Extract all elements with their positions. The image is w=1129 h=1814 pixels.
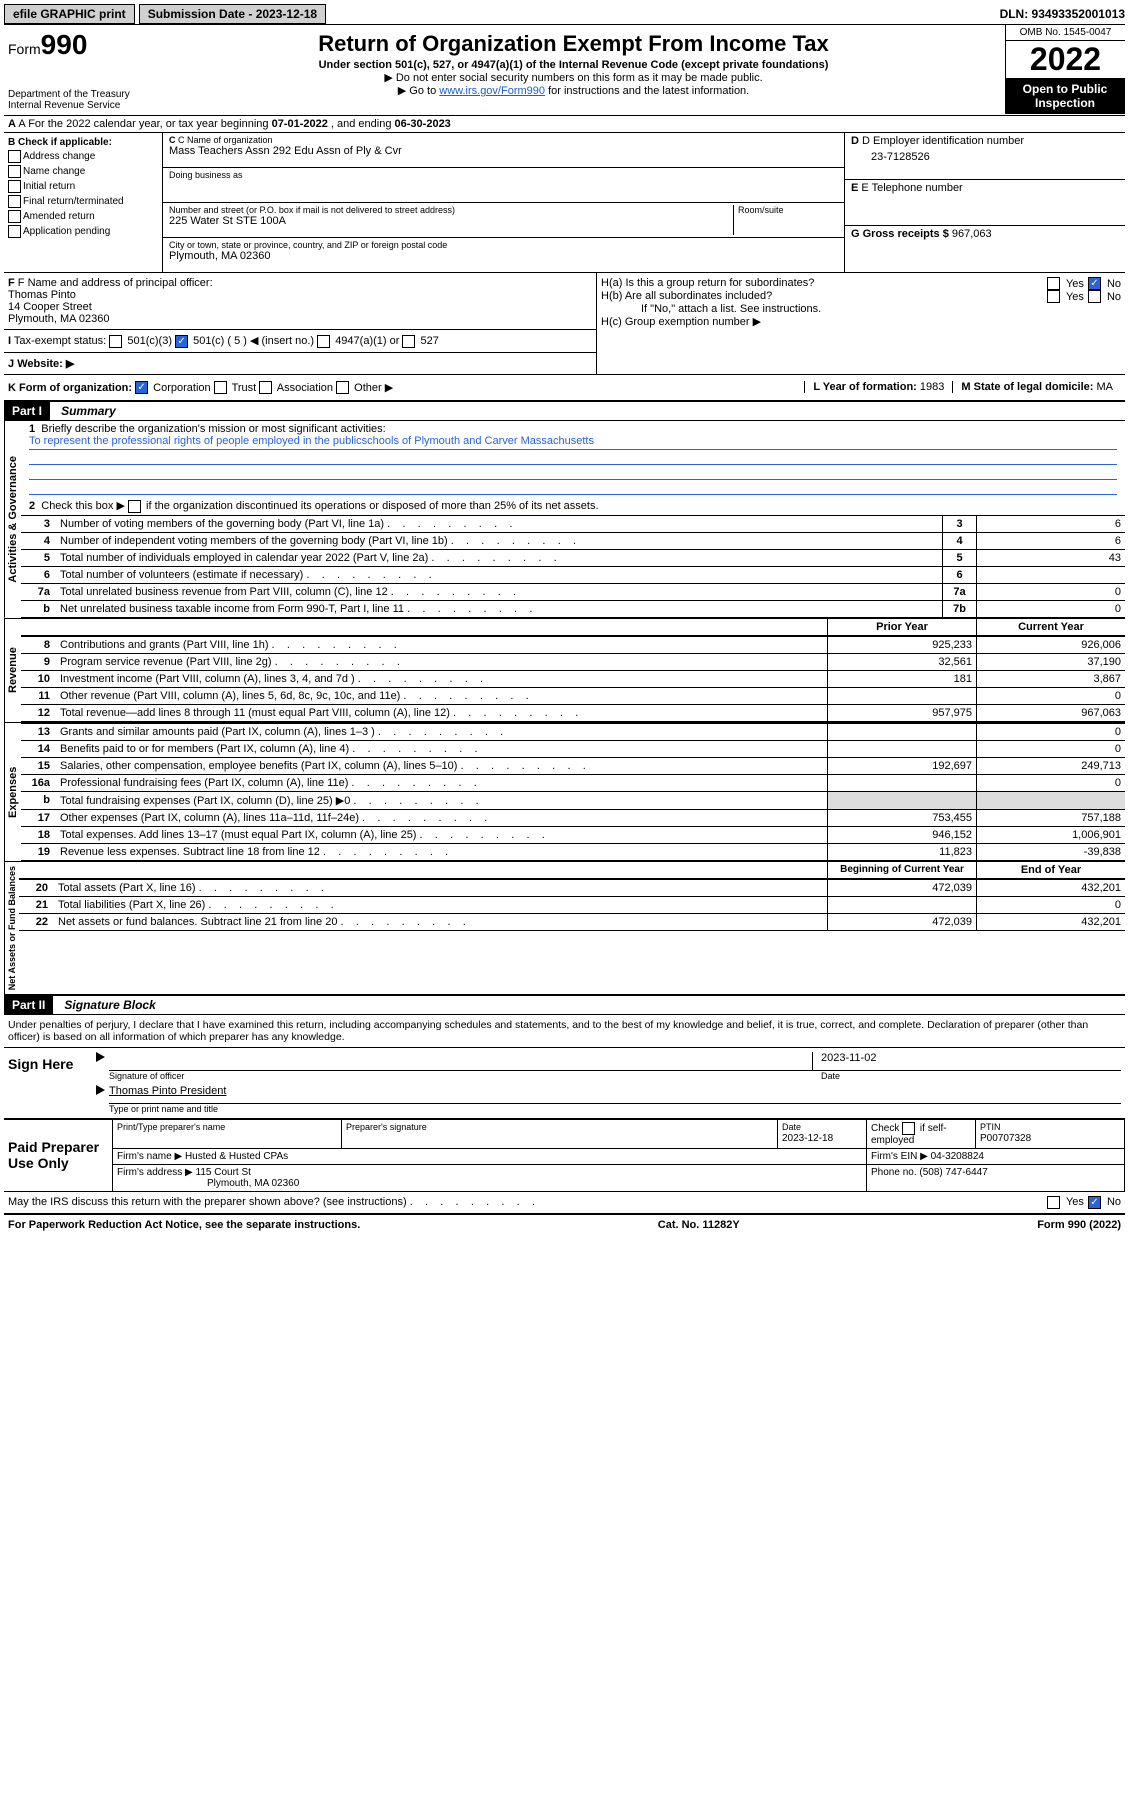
preparer-date-cell: Date2023-12-18 xyxy=(778,1119,867,1148)
self-employed-cell: Check if self-employed xyxy=(867,1119,976,1148)
prior-year-header: Prior Year xyxy=(828,619,977,636)
form-id-block: Form990 Department of the Treasury Inter… xyxy=(4,25,142,115)
arrow-icon xyxy=(96,1085,105,1095)
part2-header: Part II xyxy=(4,996,53,1014)
mission-text: To represent the professional rights of … xyxy=(29,435,1117,450)
ptin-cell: PTINP00707328 xyxy=(976,1119,1125,1148)
state-domicile-cell: M State of legal domicile: MA xyxy=(952,381,1121,393)
sign-here-label: Sign Here xyxy=(4,1048,92,1118)
year-block: OMB No. 1545-0047 2022 Open to Public In… xyxy=(1005,25,1125,115)
4947-checkbox[interactable] xyxy=(317,335,330,348)
other-checkbox[interactable] xyxy=(336,381,349,394)
footer-center: Cat. No. 11282Y xyxy=(658,1219,740,1231)
paid-preparer-label: Paid Preparer Use Only xyxy=(4,1119,113,1191)
arrow-icon xyxy=(96,1052,105,1062)
net-assets-label: Net Assets or Fund Balances xyxy=(4,862,19,994)
part2-title: Signature Block xyxy=(56,998,155,1012)
mission-label: Briefly describe the organization's miss… xyxy=(41,423,385,435)
ha-yes-checkbox[interactable] xyxy=(1047,277,1060,290)
end-year-header: End of Year xyxy=(977,862,1126,879)
city-cell: City or town, state or province, country… xyxy=(163,238,844,272)
address-change-checkbox[interactable] xyxy=(8,150,21,163)
preparer-name-cell: Print/Type preparer's name xyxy=(113,1119,342,1148)
gross-receipts-cell: G Gross receipts $ 967,063 xyxy=(845,226,1125,272)
form-org-row: K Form of organization: ✓ Corporation Tr… xyxy=(8,381,804,395)
form-title-block: Return of Organization Exempt From Incom… xyxy=(142,25,1005,115)
expenses-label: Expenses xyxy=(4,723,21,861)
org-name-cell: C C Name of organization Mass Teachers A… xyxy=(163,133,844,168)
ha-no-checkbox[interactable]: ✓ xyxy=(1088,277,1101,290)
year-formation-cell: L Year of formation: 1983 xyxy=(804,381,952,393)
beginning-year-header: Beginning of Current Year xyxy=(828,862,977,879)
address-cell: Number and street (or P.O. box if mail i… xyxy=(163,203,844,238)
part1-title: Summary xyxy=(53,404,116,418)
firm-ein-cell: Firm's EIN ▶ 04-3208824 xyxy=(867,1148,1125,1164)
discuss-yes-checkbox[interactable] xyxy=(1047,1196,1060,1209)
name-change-checkbox[interactable] xyxy=(8,165,21,178)
527-checkbox[interactable] xyxy=(402,335,415,348)
discontinued-checkbox[interactable] xyxy=(128,500,141,513)
footer-right: Form 990 (2022) xyxy=(1037,1219,1121,1231)
hb-no-checkbox[interactable] xyxy=(1088,290,1101,303)
submission-date-button[interactable]: Submission Date - 2023-12-18 xyxy=(139,4,326,24)
application-pending-checkbox[interactable] xyxy=(8,225,21,238)
ein-cell: D D Employer identification number 23-71… xyxy=(845,133,1125,180)
group-return-block: H(a) Is this a group return for subordin… xyxy=(596,273,1125,374)
trust-checkbox[interactable] xyxy=(214,381,227,394)
501c3-checkbox[interactable] xyxy=(109,335,122,348)
tax-exempt-row: I Tax-exempt status: 501(c)(3) ✓ 501(c) … xyxy=(4,330,596,353)
discuss-row: May the IRS discuss this return with the… xyxy=(4,1192,1125,1215)
firm-name-cell: Firm's name ▶ Husted & Husted CPAs xyxy=(113,1148,867,1164)
hb-yes-checkbox[interactable] xyxy=(1047,290,1060,303)
telephone-cell: E E Telephone number xyxy=(845,180,1125,227)
association-checkbox[interactable] xyxy=(259,381,272,394)
governance-label: Activities & Governance xyxy=(4,421,21,618)
discuss-no-checkbox[interactable]: ✓ xyxy=(1088,1196,1101,1209)
initial-return-checkbox[interactable] xyxy=(8,180,21,193)
dln-label: DLN: 93493352001013 xyxy=(1000,7,1125,21)
revenue-label: Revenue xyxy=(4,619,21,722)
principal-officer-cell: F F Name and address of principal office… xyxy=(4,273,596,330)
footer-left: For Paperwork Reduction Act Notice, see … xyxy=(8,1219,360,1231)
dba-cell: Doing business as xyxy=(163,168,844,203)
tax-year-row: A A For the 2022 calendar year, or tax y… xyxy=(4,116,1125,133)
check-applicable-column: B Check if applicable: Address change Na… xyxy=(4,133,163,272)
current-year-header: Current Year xyxy=(977,619,1126,636)
irs-link[interactable]: www.irs.gov/Form990 xyxy=(439,85,545,97)
website-row: J Website: ▶ xyxy=(4,353,596,374)
declaration-text: Under penalties of perjury, I declare th… xyxy=(4,1015,1125,1047)
final-return-checkbox[interactable] xyxy=(8,195,21,208)
firm-phone-cell: Phone no. (508) 747-6447 xyxy=(867,1164,1125,1191)
firm-address-cell: Firm's address ▶ 115 Court StPlymouth, M… xyxy=(113,1164,867,1191)
efile-button[interactable]: efile GRAPHIC print xyxy=(4,4,135,24)
corporation-checkbox[interactable]: ✓ xyxy=(135,381,148,394)
501c-checkbox[interactable]: ✓ xyxy=(175,335,188,348)
amended-return-checkbox[interactable] xyxy=(8,210,21,223)
part1-header: Part I xyxy=(4,402,50,420)
self-employed-checkbox[interactable] xyxy=(902,1122,915,1135)
preparer-sig-cell: Preparer's signature xyxy=(342,1119,778,1148)
